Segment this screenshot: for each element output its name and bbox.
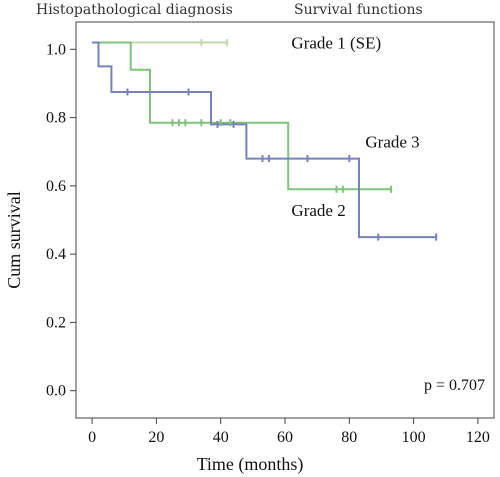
series-label-grade-2: Grade 2: [291, 201, 345, 220]
y-tick-label-1: 0.2: [46, 314, 66, 331]
series-line-grade-3: [92, 41, 437, 239]
header-left: Histopathological diagnosis: [36, 2, 233, 18]
series-label-grade-3: Grade 3: [365, 132, 419, 151]
y-tick-label-2: 0.4: [46, 246, 66, 263]
p-value-annotation: p = 0.707: [424, 377, 485, 394]
x-tick-label-6: 120: [466, 429, 490, 446]
x-tick-label-0: 0: [88, 429, 96, 446]
series-label-grade-1-se: Grade 1 (SE): [291, 33, 381, 52]
x-axis-label: Time (months): [197, 454, 304, 475]
x-tick-label-4: 80: [341, 429, 357, 446]
y-tick-label-4: 0.8: [46, 110, 66, 127]
x-tick-label-1: 20: [148, 429, 164, 446]
y-axis-label: Cum survival: [4, 191, 24, 289]
y-tick-label-5: 1.0: [46, 41, 66, 58]
plot-frame: [75, 21, 495, 419]
y-tick-label-0: 0.0: [46, 383, 66, 400]
x-tick-label-2: 40: [213, 429, 229, 446]
x-tick-label-3: 60: [277, 429, 293, 446]
y-tick-label-3: 0.6: [46, 178, 66, 195]
x-tick-label-5: 100: [402, 429, 426, 446]
header-right: Survival functions: [294, 2, 423, 18]
series-line-grade-2: [92, 41, 392, 191]
